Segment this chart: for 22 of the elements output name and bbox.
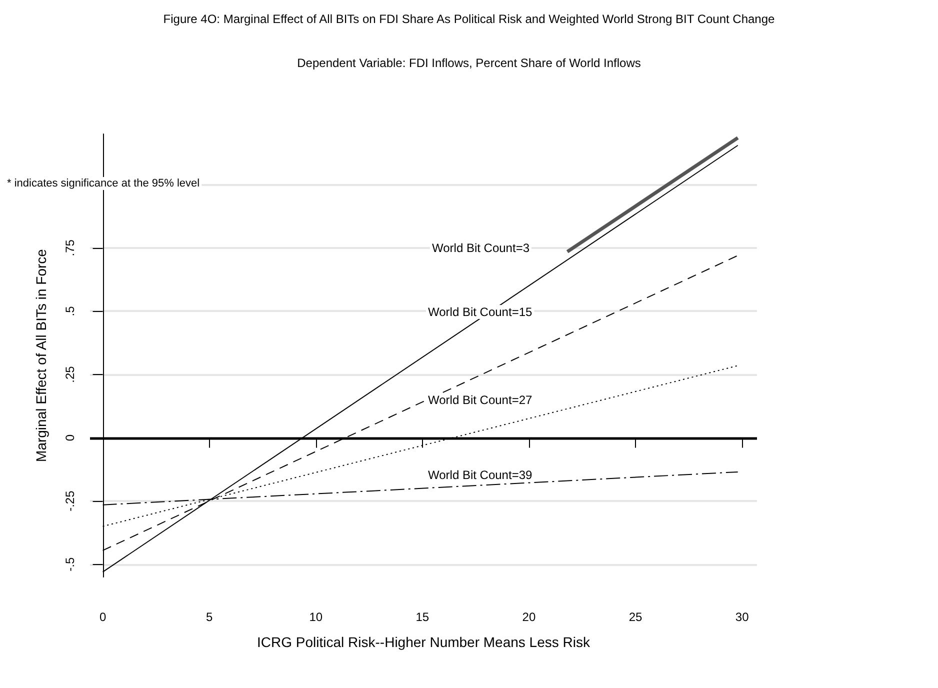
annotation: World Bit Count=39	[428, 468, 532, 482]
y-axis-title: Marginal Effect of All BITs in Force	[33, 248, 49, 462]
annotation: World Bit Count=3	[432, 241, 530, 255]
chart-title: Figure 4O: Marginal Effect of All BITs on FDI Share As Political Risk and Weighted World Strong BIT Count Change	[163, 12, 776, 26]
x-tick-label: 30	[735, 610, 750, 624]
x-tick-label: 20	[522, 610, 536, 624]
y-tick-label: -.5	[63, 557, 77, 572]
x-tick-label: 25	[628, 610, 643, 624]
x-tick-label: 10	[309, 610, 323, 624]
y-tick-label: .25	[63, 366, 77, 383]
y-tick-label: .75	[63, 239, 77, 256]
x-axis-title: ICRG Political Risk--Higher Number Means Less Risk	[257, 634, 591, 650]
x-tick-label: 5	[206, 610, 213, 624]
annotation: World Bit Count=27	[428, 393, 532, 407]
y-tick-label: 0	[63, 434, 77, 442]
x-tick-label: 0	[99, 610, 106, 624]
y-tick-label: -.25	[63, 490, 77, 512]
annotation: * indicates significance at the 95% level	[7, 178, 200, 190]
x-tick-label: 15	[416, 610, 430, 624]
annotation: World Bit Count=15	[428, 305, 532, 319]
y-tick-label: .5	[63, 306, 77, 316]
chart-subtitle: Dependent Variable: FDI Inflows, Percent Share of World Inflows	[297, 56, 641, 70]
